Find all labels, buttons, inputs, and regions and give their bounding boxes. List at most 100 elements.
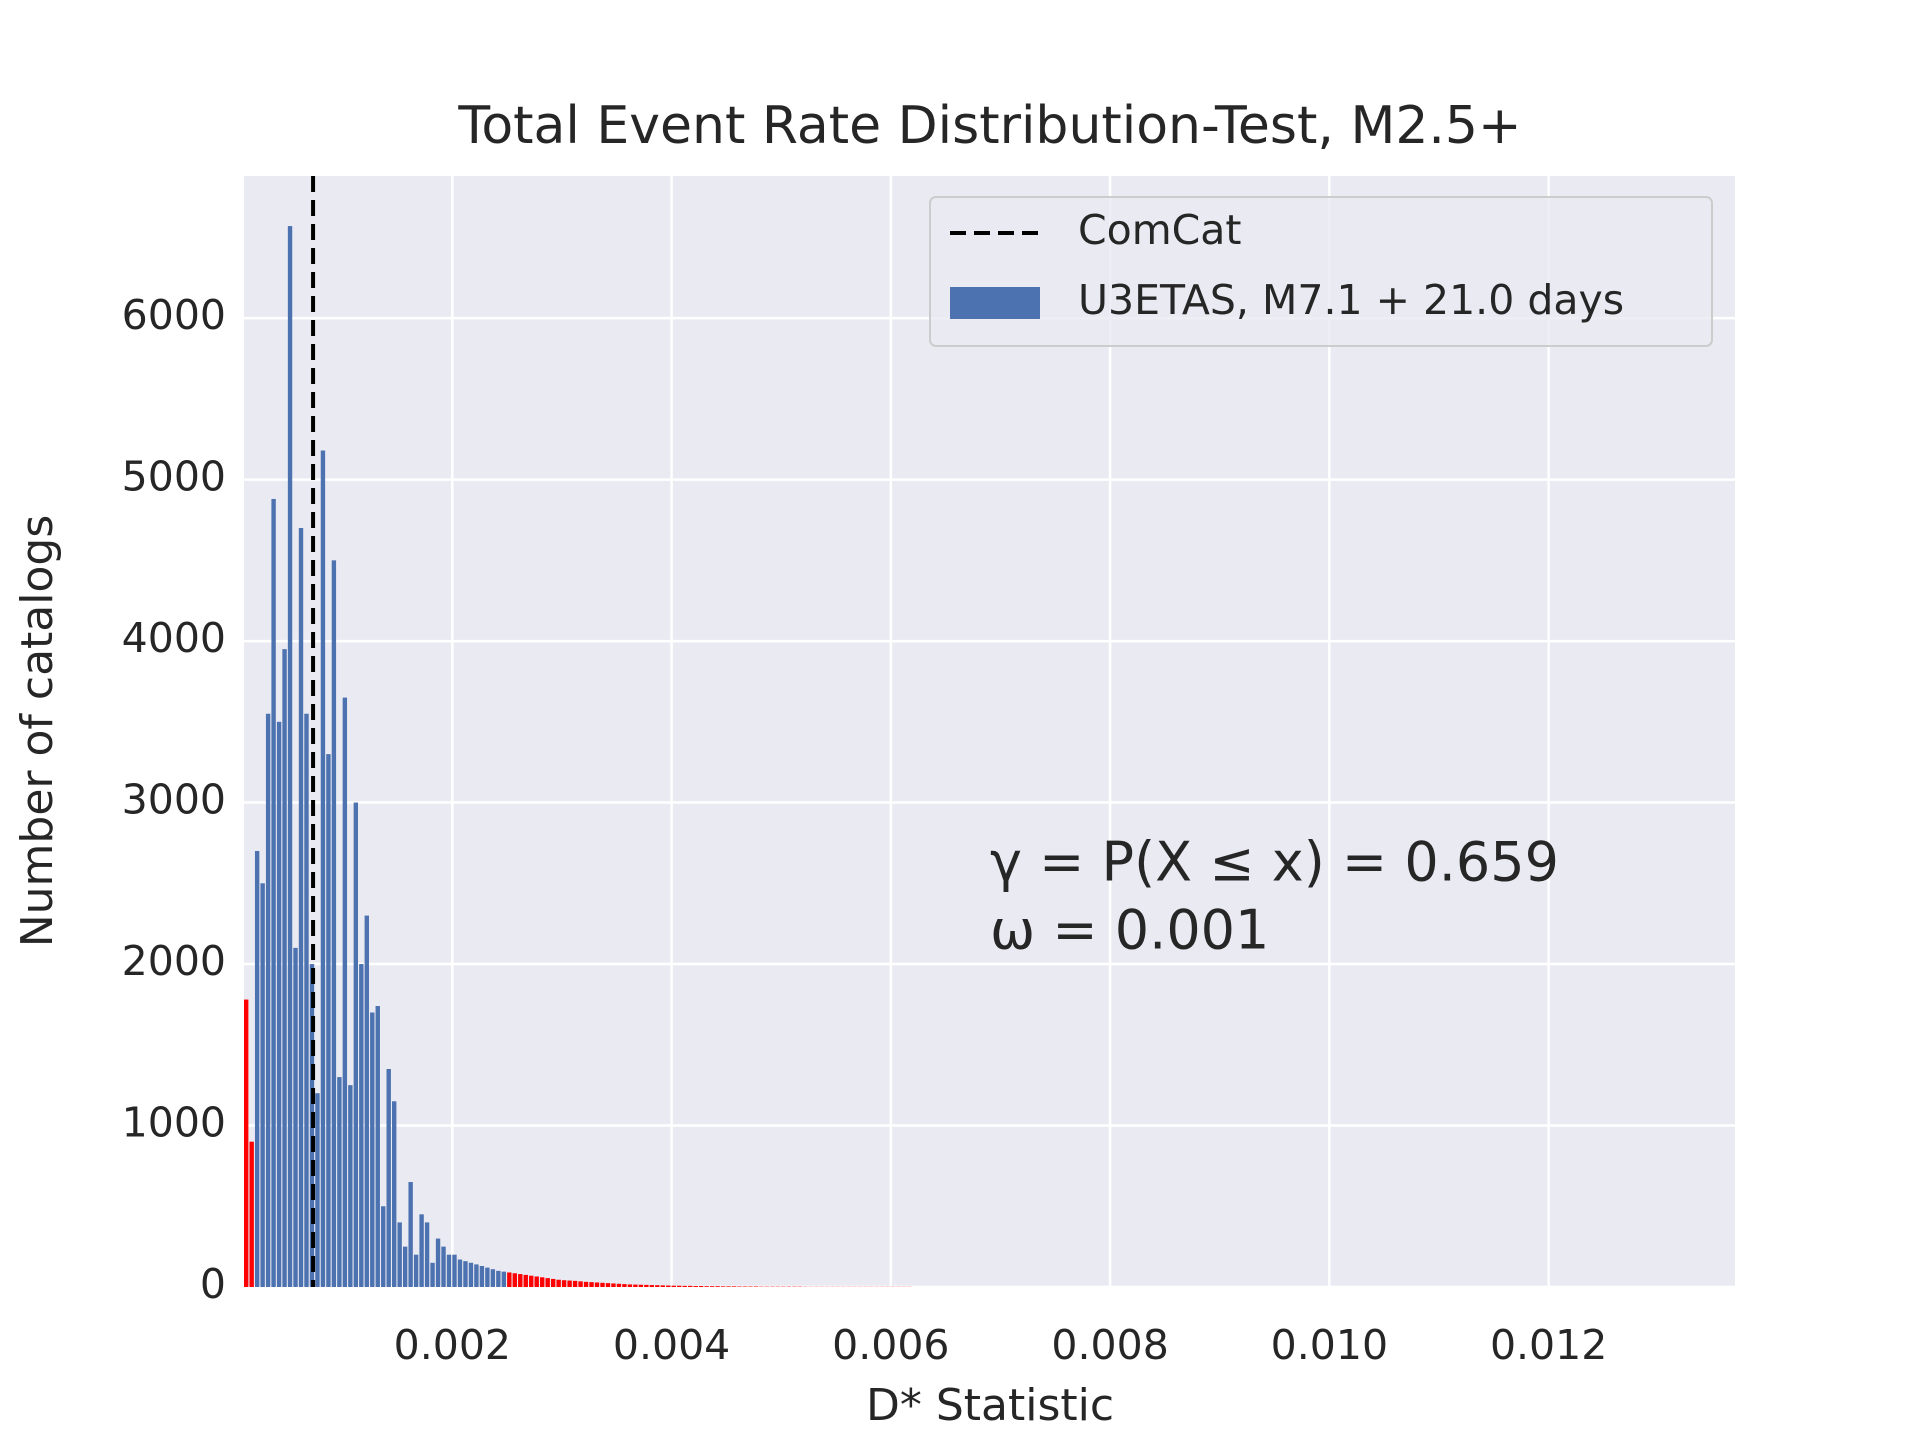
x-tick-label: 0.010 xyxy=(1271,1321,1388,1369)
bar xyxy=(446,1254,452,1287)
bar xyxy=(375,1006,380,1287)
bar xyxy=(709,1286,715,1287)
bar xyxy=(430,1262,435,1287)
bar xyxy=(622,1284,627,1287)
bar xyxy=(649,1285,655,1287)
bar xyxy=(337,1077,342,1287)
bar xyxy=(715,1286,720,1287)
bar xyxy=(501,1271,507,1287)
bar xyxy=(704,1286,709,1287)
bar xyxy=(364,915,369,1287)
legend-label: U3ETAS, M7.1 + 21.0 days xyxy=(1078,276,1624,324)
bar xyxy=(660,1285,665,1287)
x-tick-label: 0.012 xyxy=(1490,1321,1607,1369)
bar xyxy=(249,1141,254,1287)
bar xyxy=(671,1285,676,1287)
annotation: γ = P(X ≤ x) = 0.659 xyxy=(990,831,1559,894)
bar xyxy=(435,1238,441,1287)
y-tick-label: 1000 xyxy=(122,1099,226,1147)
y-tick-label: 3000 xyxy=(122,776,226,824)
bar xyxy=(561,1280,567,1287)
bar xyxy=(556,1279,561,1287)
y-tick-label: 6000 xyxy=(122,291,226,339)
bar xyxy=(463,1261,468,1287)
bar xyxy=(698,1286,704,1287)
bar xyxy=(353,802,359,1287)
bar xyxy=(600,1282,605,1287)
legend-patch xyxy=(950,287,1040,319)
bar xyxy=(682,1285,687,1287)
bar xyxy=(638,1284,644,1287)
bar xyxy=(271,498,276,1288)
bar xyxy=(633,1284,638,1287)
bar xyxy=(726,1286,731,1287)
bar xyxy=(452,1254,457,1287)
bar xyxy=(381,1206,386,1287)
bar xyxy=(441,1246,446,1287)
bar xyxy=(413,1254,419,1287)
x-tick-label: 0.006 xyxy=(832,1321,949,1369)
bar xyxy=(616,1283,622,1287)
bar xyxy=(550,1278,556,1287)
bar xyxy=(540,1277,545,1287)
x-tick-label: 0.004 xyxy=(613,1321,730,1369)
bar xyxy=(304,713,309,1287)
bar xyxy=(490,1269,496,1287)
x-tick-label: 0.002 xyxy=(394,1321,511,1369)
bar xyxy=(627,1284,633,1287)
bar xyxy=(397,1222,402,1287)
x-tick-label: 0.008 xyxy=(1051,1321,1168,1369)
legend-label: ComCat xyxy=(1078,206,1241,254)
bar xyxy=(386,1068,391,1287)
bar xyxy=(326,754,331,1287)
bar xyxy=(567,1280,572,1287)
bar xyxy=(572,1280,578,1287)
chart-title: Total Event Rate Distribution-Test, M2.5… xyxy=(457,96,1521,156)
bar xyxy=(254,850,260,1287)
bar xyxy=(474,1264,479,1287)
annotation: ω = 0.001 xyxy=(990,899,1269,962)
plot-area xyxy=(244,176,1735,1287)
y-tick-label: 5000 xyxy=(122,453,226,501)
bar xyxy=(282,649,287,1287)
bar xyxy=(331,560,337,1287)
bar xyxy=(276,721,282,1287)
bar xyxy=(644,1284,649,1287)
bar xyxy=(611,1283,616,1287)
bar xyxy=(529,1275,534,1287)
bar xyxy=(534,1276,539,1287)
bar xyxy=(392,1101,397,1287)
legend: ComCat U3ETAS, M7.1 + 21.0 days xyxy=(929,196,1713,347)
bar xyxy=(260,883,265,1287)
bar xyxy=(468,1262,474,1287)
bar xyxy=(523,1274,528,1287)
bar xyxy=(545,1278,550,1287)
legend-box xyxy=(929,196,1713,347)
bar xyxy=(244,999,249,1287)
bar xyxy=(688,1285,693,1287)
y-tick-label: 4000 xyxy=(122,614,226,662)
bar xyxy=(408,1182,413,1287)
bar xyxy=(583,1281,589,1287)
x-axis-label: D* Statistic xyxy=(866,1380,1114,1431)
bar xyxy=(666,1285,671,1287)
bar xyxy=(589,1282,594,1287)
bar xyxy=(265,713,271,1287)
bar xyxy=(518,1274,523,1287)
bar xyxy=(693,1286,698,1287)
bar xyxy=(287,226,293,1288)
grid xyxy=(244,176,1735,1289)
bar xyxy=(293,947,298,1287)
bar xyxy=(507,1272,512,1287)
bar xyxy=(677,1285,682,1287)
y-tick-label: 0 xyxy=(200,1260,226,1308)
bar xyxy=(359,964,364,1287)
bar xyxy=(578,1281,583,1287)
bar xyxy=(402,1246,408,1287)
bar xyxy=(348,1085,353,1287)
bar xyxy=(424,1222,430,1287)
y-axis-label: Number of catalogs xyxy=(12,515,63,948)
bar xyxy=(320,450,326,1287)
bar xyxy=(594,1282,600,1287)
bar xyxy=(485,1267,490,1287)
